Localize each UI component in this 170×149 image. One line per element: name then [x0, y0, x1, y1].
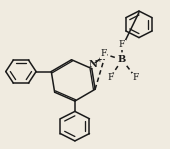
Text: +: +	[97, 58, 103, 63]
Text: B: B	[118, 55, 126, 64]
Text: F: F	[107, 73, 114, 82]
Text: F: F	[119, 41, 125, 49]
Text: F: F	[100, 49, 107, 58]
Text: N: N	[88, 60, 97, 69]
Text: F: F	[132, 73, 139, 82]
